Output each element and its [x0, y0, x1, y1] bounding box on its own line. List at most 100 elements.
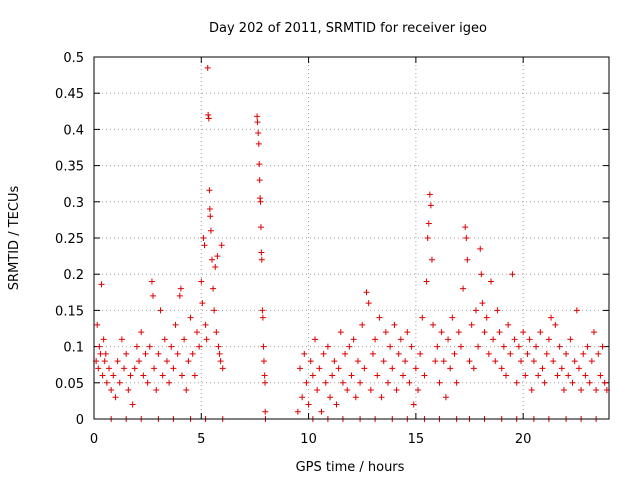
- data-point: [384, 379, 391, 386]
- data-point: [543, 350, 550, 357]
- data-point: [369, 350, 376, 357]
- data-point: [257, 198, 264, 205]
- data-point: [539, 365, 546, 372]
- data-point: [118, 336, 125, 343]
- data-point: [100, 336, 107, 343]
- data-point: [318, 408, 325, 415]
- data-point: [522, 372, 529, 379]
- data-point: [258, 249, 265, 256]
- data-point: [258, 256, 265, 263]
- data-point: [346, 343, 353, 350]
- data-point: [176, 292, 183, 299]
- y-tick-label: 0: [76, 413, 84, 428]
- data-point: [487, 278, 494, 285]
- data-point: [428, 256, 435, 263]
- data-point: [207, 227, 214, 234]
- data-point: [485, 350, 492, 357]
- data-point: [503, 372, 509, 379]
- data-point: [571, 358, 578, 365]
- data-point: [402, 358, 409, 365]
- data-point: [380, 358, 387, 365]
- data-point: [601, 379, 608, 386]
- data-point: [327, 394, 334, 401]
- data-point: [262, 379, 269, 386]
- data-point: [203, 336, 210, 343]
- data-point: [350, 336, 357, 343]
- data-point: [254, 113, 261, 120]
- data-point: [425, 220, 432, 227]
- data-point: [463, 235, 470, 241]
- data-point: [584, 343, 591, 350]
- data-point: [198, 278, 205, 285]
- data-point: [344, 387, 351, 394]
- data-point: [205, 115, 212, 122]
- data-point: [436, 379, 443, 386]
- data-point: [205, 111, 212, 118]
- data-point: [153, 387, 160, 394]
- y-tick-label: 0.25: [55, 232, 84, 247]
- data-point: [434, 343, 441, 350]
- data-point: [301, 350, 308, 357]
- data-point: [378, 394, 385, 401]
- data-points: [93, 64, 610, 422]
- data-point: [216, 350, 223, 357]
- data-point: [374, 372, 381, 379]
- y-axis-ticks: 0 0.05 0.1 0.15 0.2 0.25 0.3 0.35 0.4 0.45 0.5: [55, 51, 609, 428]
- data-point: [468, 321, 475, 328]
- data-point: [331, 358, 338, 365]
- data-point: [106, 365, 113, 372]
- data-point: [94, 321, 101, 328]
- data-point: [96, 343, 103, 350]
- data-point: [412, 365, 419, 372]
- data-point: [337, 329, 344, 336]
- data-point: [189, 350, 196, 357]
- data-point: [309, 372, 316, 379]
- data-point: [262, 408, 269, 415]
- data-point: [201, 242, 208, 249]
- data-point: [472, 307, 479, 314]
- data-point: [509, 271, 516, 278]
- data-point: [103, 379, 110, 386]
- data-point: [196, 343, 203, 350]
- grid-lines: [94, 57, 609, 419]
- data-point: [518, 358, 525, 365]
- data-point: [294, 408, 301, 415]
- data-point: [387, 343, 394, 350]
- data-point: [580, 350, 587, 357]
- data-point: [150, 292, 157, 299]
- data-point: [259, 307, 266, 314]
- data-point: [206, 187, 213, 194]
- data-point: [361, 365, 368, 372]
- data-point: [417, 350, 424, 357]
- data-point: [505, 321, 512, 328]
- data-point: [352, 394, 359, 401]
- data-point: [259, 314, 266, 321]
- data-point: [148, 278, 155, 285]
- data-point: [554, 372, 561, 379]
- data-point: [123, 350, 130, 357]
- data-point: [116, 379, 123, 386]
- data-point: [342, 350, 349, 357]
- data-point: [530, 358, 537, 365]
- data-point: [136, 358, 143, 365]
- data-point: [470, 365, 477, 372]
- data-point: [593, 387, 600, 394]
- data-point: [161, 336, 168, 343]
- data-point: [219, 365, 226, 372]
- data-point: [447, 365, 454, 372]
- data-point: [460, 285, 467, 292]
- data-point: [146, 343, 153, 350]
- data-point: [440, 358, 447, 365]
- data-point: [500, 343, 507, 350]
- data-point: [586, 379, 593, 386]
- data-point: [537, 329, 544, 336]
- data-point: [312, 336, 319, 343]
- data-point: [507, 350, 514, 357]
- data-point: [316, 365, 323, 372]
- data-point: [408, 343, 415, 350]
- data-point: [307, 358, 314, 365]
- data-point: [260, 343, 267, 350]
- data-point: [415, 387, 422, 394]
- data-point: [558, 365, 565, 372]
